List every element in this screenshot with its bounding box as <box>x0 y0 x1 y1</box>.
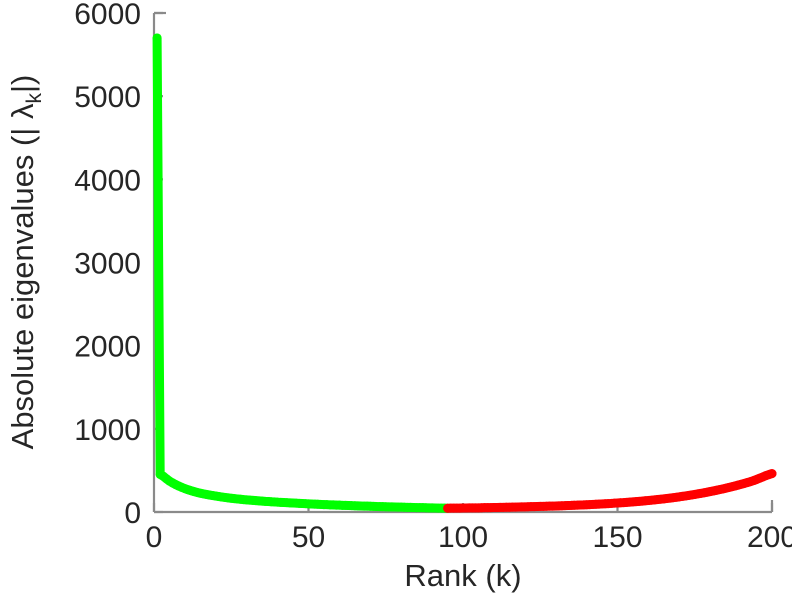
y-tick-label: 5000 <box>74 81 141 114</box>
y-axis-title-suffix: |) <box>5 75 40 93</box>
y-axis-title-prefix: Absolute eigenvalues (| <box>5 119 40 449</box>
x-tick-label: 0 <box>146 521 163 554</box>
x-tick-label: 200 <box>747 521 792 554</box>
y-tick-labels: 0 1000 2000 3000 4000 5000 6000 <box>74 0 141 530</box>
y-tick-label: 4000 <box>74 164 141 197</box>
y-tick-label: 3000 <box>74 248 141 281</box>
data-series-group <box>152 33 777 513</box>
y-tick-label: 0 <box>124 497 141 530</box>
x-tick-labels: 0 50 100 150 200 <box>146 521 792 554</box>
data-point-marker <box>152 33 162 43</box>
y-axis-title: Absolute eigenvalues (| λk|) <box>5 75 46 450</box>
y-tick-label: 1000 <box>74 414 141 447</box>
y-axis-title-subscript: k <box>23 93 46 104</box>
x-tick-label: 150 <box>592 521 642 554</box>
x-tick-label: 50 <box>292 521 325 554</box>
data-point-marker <box>767 469 777 479</box>
series-green-markers <box>152 33 453 513</box>
y-tick-label: 2000 <box>74 331 141 364</box>
x-axis-title: Rank (k) <box>404 558 521 593</box>
y-tick-label: 6000 <box>74 0 141 31</box>
series-red-markers <box>443 469 777 513</box>
y-axis-title-lambda: λ <box>5 103 40 119</box>
y-axis-title-group: Absolute eigenvalues (| λk|) <box>5 75 46 450</box>
x-tick-label: 100 <box>438 521 488 554</box>
